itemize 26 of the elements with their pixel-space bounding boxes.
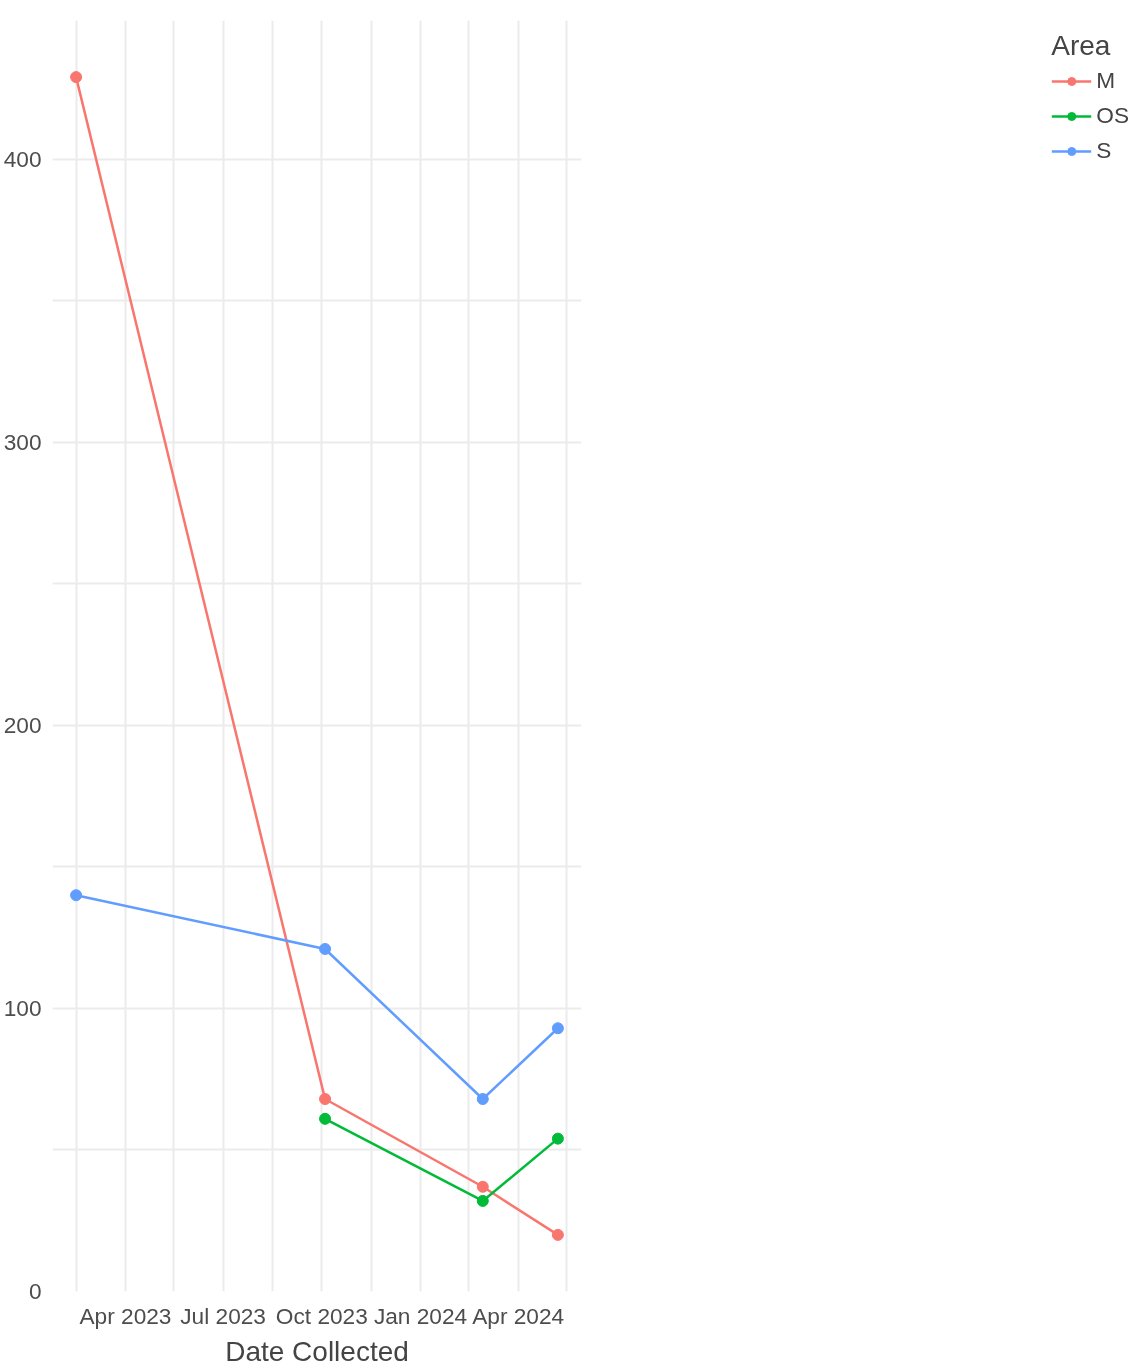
- x-tick-label: Jul 2023: [180, 1302, 266, 1329]
- x-tick-label: Jan 2024: [373, 1302, 468, 1329]
- x-axis-title: Date Collected: [225, 1335, 409, 1367]
- y-tick-label: 400: [3, 145, 42, 172]
- y-tick-label: 100: [3, 994, 42, 1021]
- legend-title: Area: [1051, 30, 1112, 62]
- point: [476, 1093, 489, 1105]
- point: [551, 1022, 564, 1035]
- point: [476, 1194, 489, 1207]
- y-tick-label: 200: [3, 711, 42, 738]
- y-tick-label: 0: [28, 1278, 42, 1304]
- point: [476, 1180, 489, 1193]
- y-tick-label: 300: [3, 428, 42, 455]
- x-tick-label: Apr 2024: [472, 1302, 565, 1329]
- point: [319, 1112, 332, 1125]
- legend-label: OS: [1096, 102, 1129, 129]
- point: [551, 1228, 564, 1241]
- point: [319, 942, 332, 955]
- legend-label: S: [1096, 137, 1113, 164]
- point: [70, 71, 83, 84]
- x-tick-label: Oct 2023: [275, 1302, 368, 1329]
- point: [551, 1132, 564, 1145]
- point: [319, 1093, 332, 1105]
- point: [70, 889, 83, 902]
- legend-label: M: [1096, 67, 1117, 94]
- x-tick-label: Apr 2023: [79, 1302, 172, 1329]
